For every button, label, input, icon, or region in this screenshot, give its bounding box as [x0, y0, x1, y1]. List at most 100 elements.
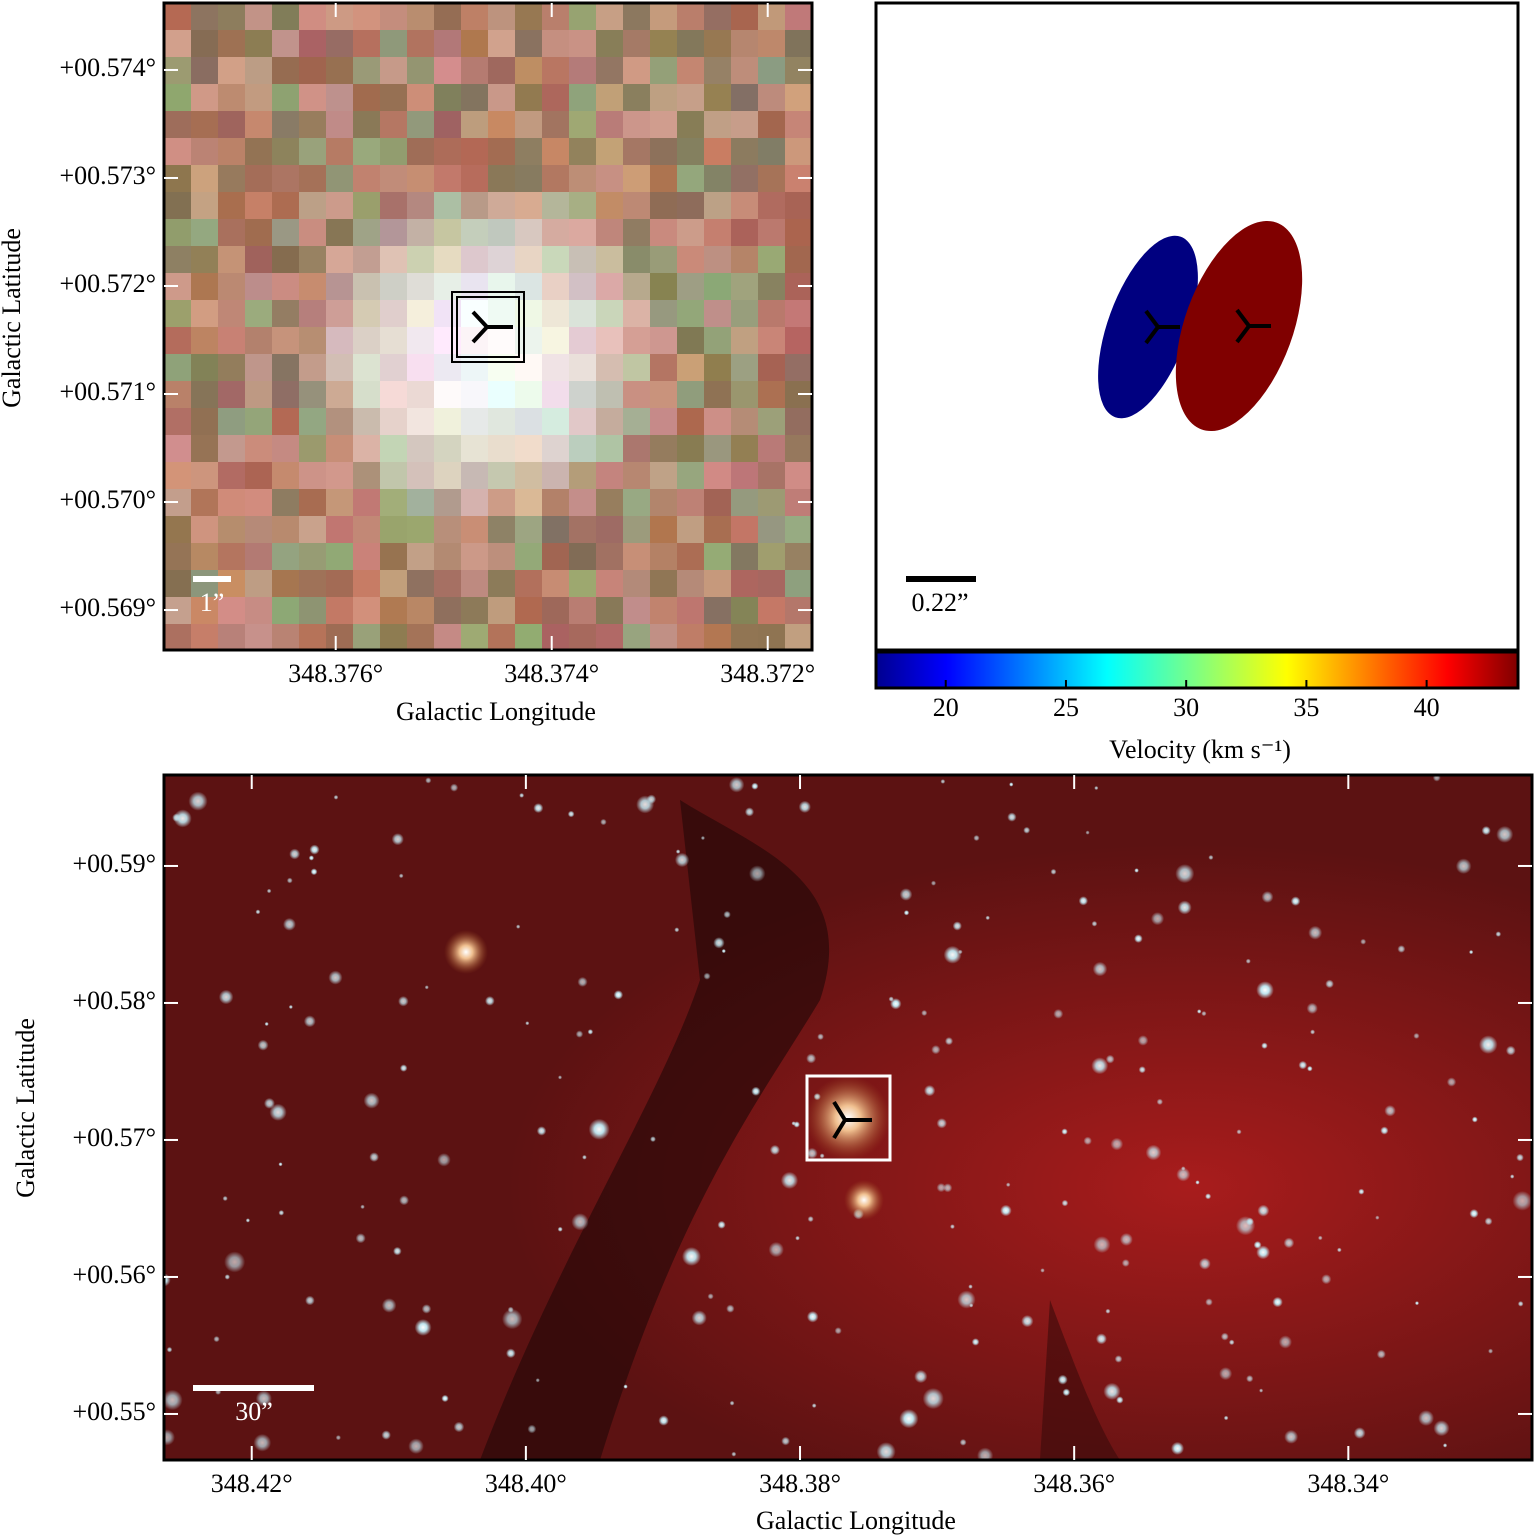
pixel — [677, 246, 705, 274]
star — [806, 1310, 819, 1323]
pixel — [353, 516, 381, 544]
star — [536, 1126, 547, 1136]
pixel — [623, 462, 651, 490]
pixel — [299, 354, 327, 382]
star — [1023, 826, 1031, 834]
pixel — [758, 138, 786, 166]
pixel — [488, 570, 516, 598]
pixel — [218, 570, 246, 598]
star — [675, 849, 681, 854]
pixel — [704, 489, 732, 517]
pixel — [704, 165, 732, 193]
star — [245, 1218, 251, 1223]
pixel — [191, 543, 219, 571]
pixel — [407, 111, 435, 139]
pixel — [569, 408, 597, 436]
pixel — [434, 570, 462, 598]
pixel — [461, 543, 489, 571]
star — [1236, 1129, 1242, 1135]
pixel — [677, 192, 705, 220]
pixel — [434, 489, 462, 517]
pixel — [191, 111, 219, 139]
pixel — [785, 435, 812, 463]
pixel — [461, 489, 489, 517]
pixel — [326, 246, 354, 274]
pixel — [299, 327, 327, 355]
pixel — [542, 57, 570, 85]
star — [744, 807, 755, 817]
star — [1134, 934, 1143, 943]
pixel — [785, 111, 812, 139]
pixel — [434, 462, 462, 490]
pixel — [380, 30, 408, 58]
star — [484, 996, 495, 1006]
star — [278, 1210, 285, 1216]
pixel — [596, 516, 624, 544]
pixel — [488, 300, 516, 328]
pixel — [569, 111, 597, 139]
star — [425, 777, 432, 784]
pixel — [164, 84, 192, 112]
pixel — [677, 408, 705, 436]
star — [691, 1310, 707, 1326]
star — [1021, 1315, 1034, 1328]
pixel — [272, 111, 300, 139]
pixel — [542, 3, 570, 31]
star — [1053, 1008, 1064, 1019]
pixel — [596, 3, 624, 31]
star — [1137, 1035, 1149, 1046]
star — [257, 1039, 269, 1051]
pixel — [758, 408, 786, 436]
pixel — [407, 246, 435, 274]
star — [971, 1338, 980, 1346]
star — [527, 1424, 537, 1434]
pixel — [515, 84, 543, 112]
pixel — [245, 57, 273, 85]
star — [1517, 1301, 1524, 1307]
pixel — [704, 273, 732, 301]
star — [977, 1447, 994, 1460]
pixel — [677, 30, 705, 58]
pixel — [407, 354, 435, 382]
pixel — [218, 30, 246, 58]
pixel — [596, 84, 624, 112]
star — [1384, 1105, 1396, 1117]
pixel — [353, 3, 381, 31]
pixel — [731, 597, 759, 625]
pixel — [461, 3, 489, 31]
star — [1321, 1274, 1332, 1285]
pixel — [326, 327, 354, 355]
star — [1094, 785, 1099, 791]
star — [931, 1045, 941, 1055]
star — [1091, 920, 1098, 927]
star — [218, 989, 234, 1005]
pixel — [434, 30, 462, 58]
pixel — [326, 192, 354, 220]
pixel — [326, 300, 354, 328]
pixel — [569, 462, 597, 490]
pixel — [650, 138, 678, 166]
y-tick-label: +00.57° — [72, 1123, 156, 1152]
y-tick-label: +00.571° — [59, 377, 156, 406]
pixel — [245, 111, 273, 139]
pixel — [353, 435, 381, 463]
star — [795, 1235, 800, 1241]
pixel — [272, 138, 300, 166]
pixel — [515, 354, 543, 382]
pixel — [326, 3, 354, 31]
pixel — [191, 57, 219, 85]
star — [729, 1400, 735, 1406]
pixel — [461, 165, 489, 193]
pixel — [353, 30, 381, 58]
pixel — [353, 300, 381, 328]
star — [658, 1415, 669, 1426]
pixel — [542, 543, 570, 571]
star — [1083, 1136, 1092, 1146]
pixel — [272, 300, 300, 328]
pixel — [380, 435, 408, 463]
pixel — [299, 570, 327, 598]
star — [1308, 925, 1323, 940]
pixel — [623, 516, 651, 544]
pixel — [515, 570, 543, 598]
